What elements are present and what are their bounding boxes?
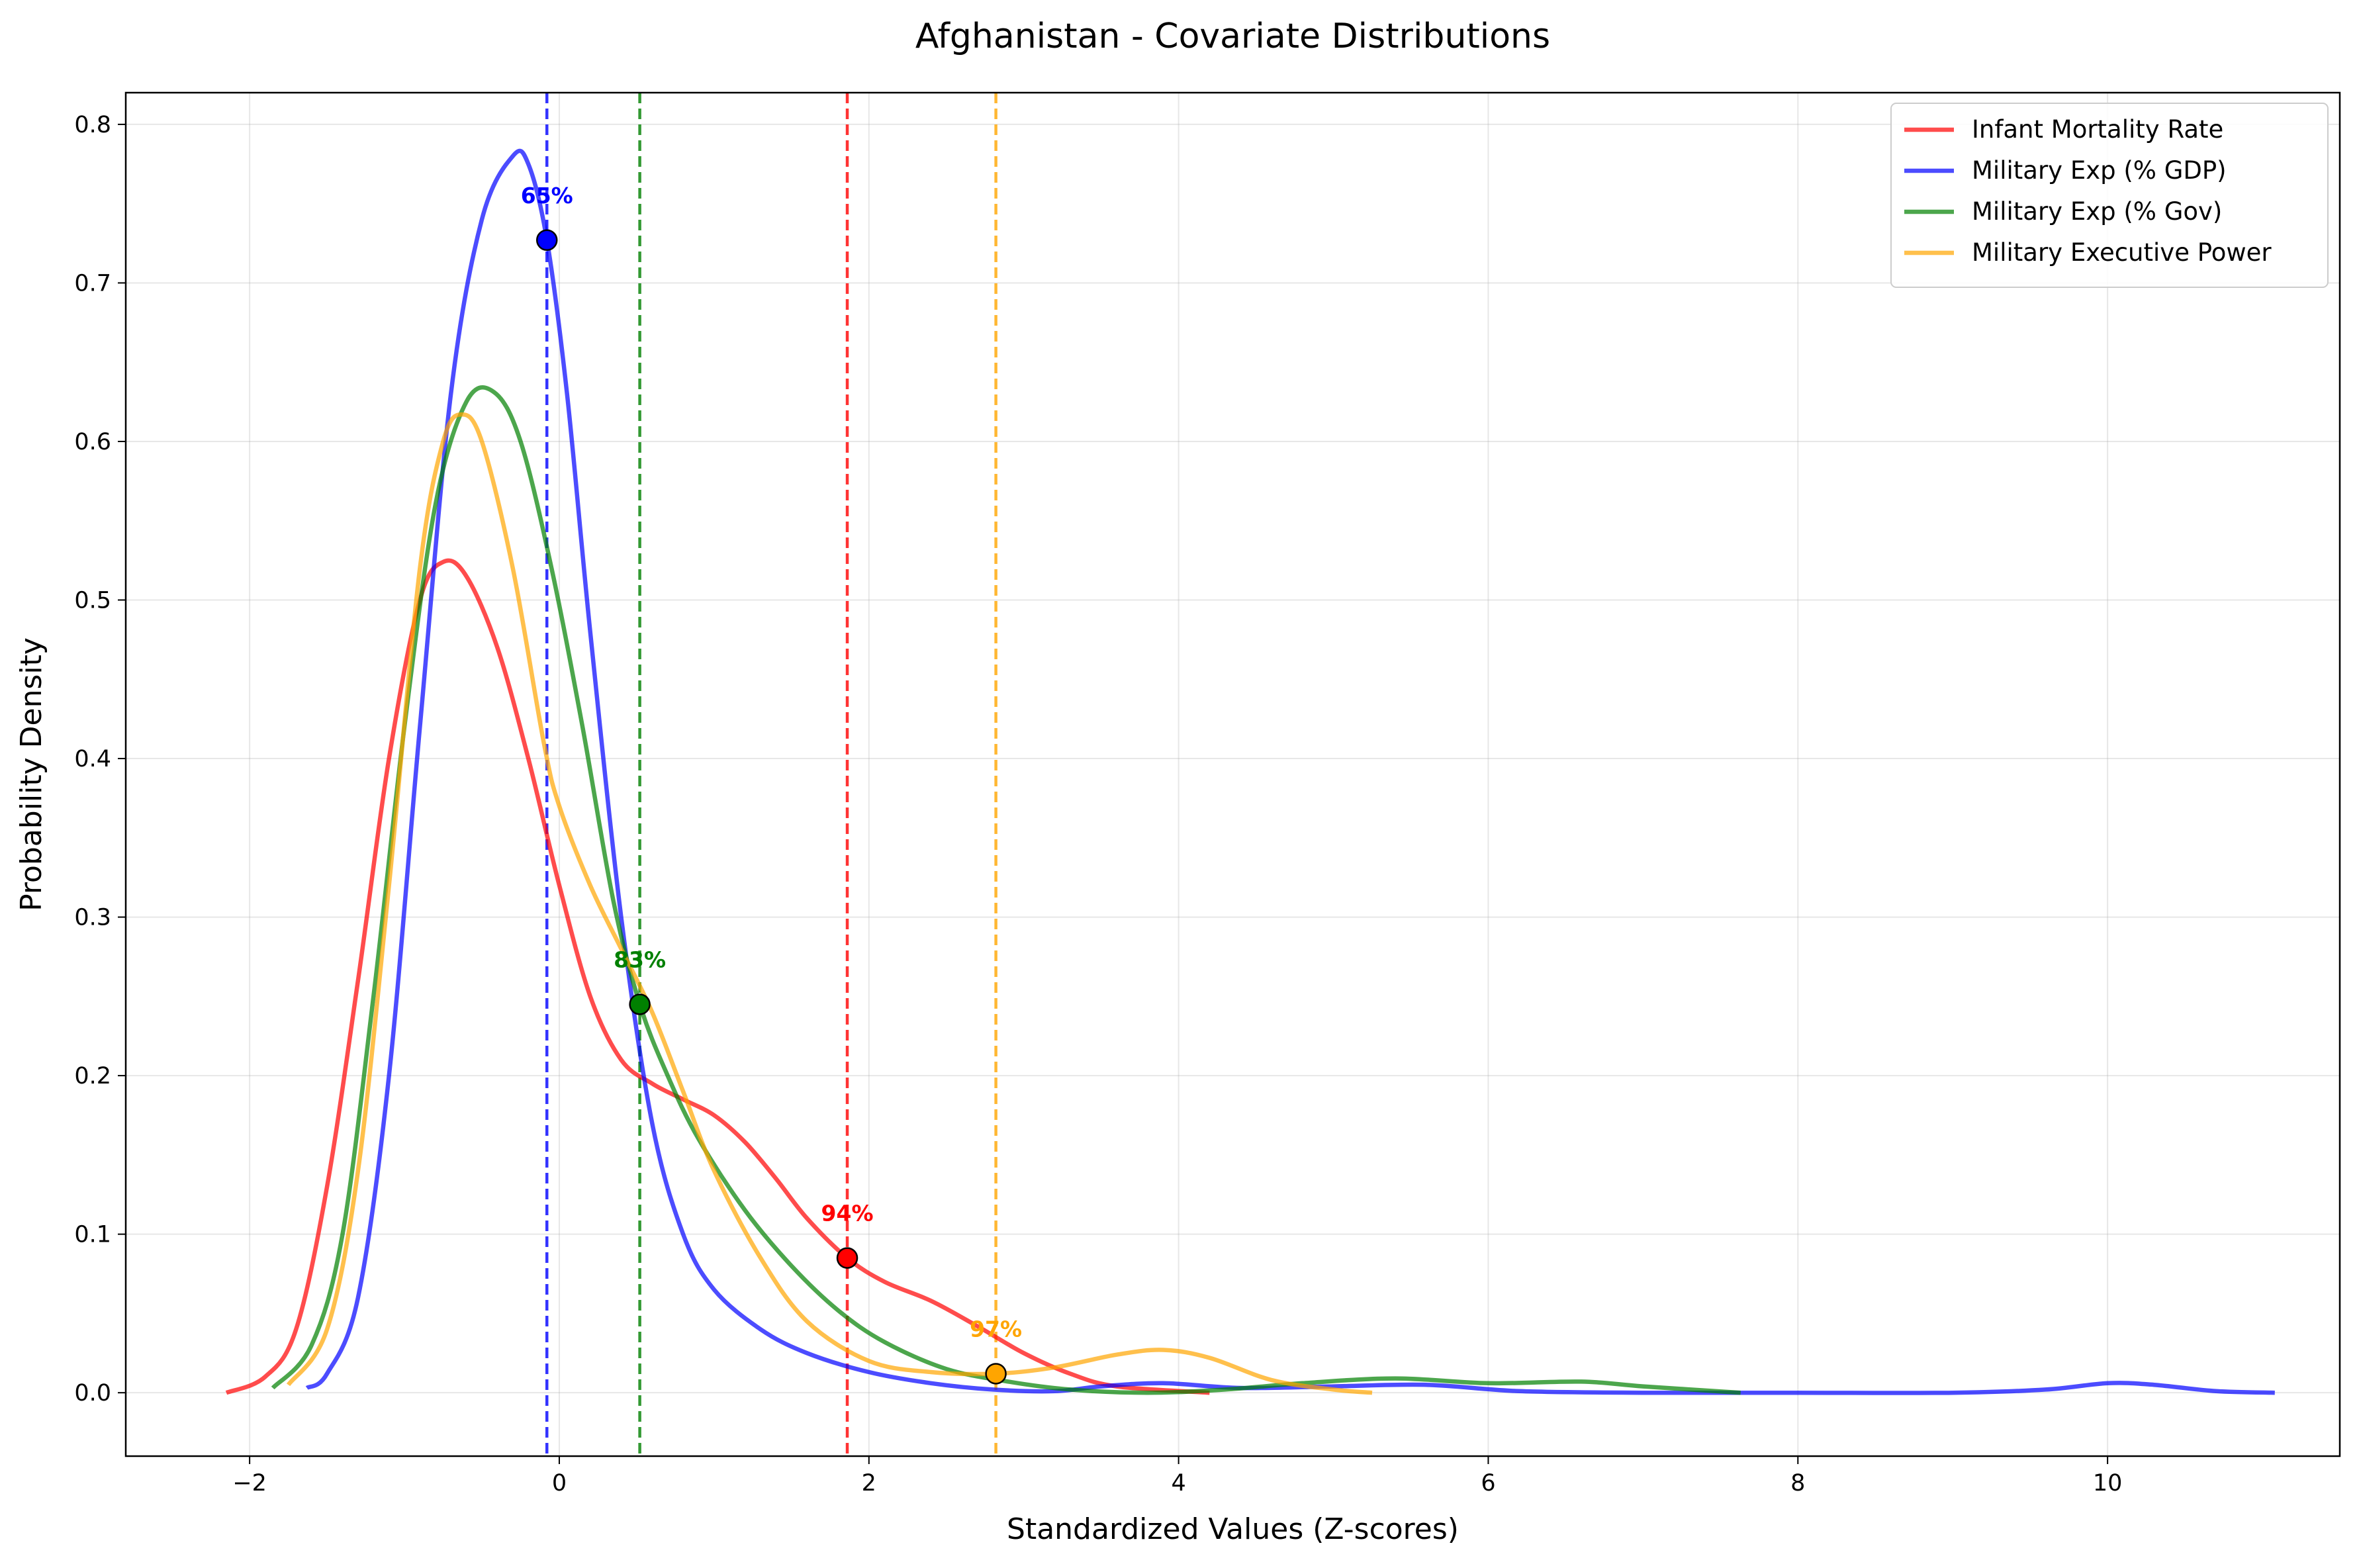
y-tick-label: 0.5 [74, 588, 111, 614]
x-tick-label: 2 [862, 1470, 876, 1497]
y-tick-label: 0.8 [74, 112, 111, 138]
axis-ticks: −2 0 2 4 6 8 10 0.0 0.1 0.2 0.3 0.4 0.5 0.6 0.7 0.8 [74, 112, 2122, 1497]
x-tick-label: 10 [2093, 1470, 2123, 1497]
legend: Infant Mortality Rate Military Exp (% GDP… [1890, 103, 2329, 288]
observation-marker-1 [536, 229, 558, 252]
observation-marker-0 [836, 1247, 858, 1269]
x-tick-label: 6 [1481, 1470, 1495, 1497]
legend-box [1890, 103, 2329, 288]
legend-label-3: Military Executive Power [1972, 238, 2272, 267]
legend-label-1: Military Exp (% GDP) [1972, 156, 2227, 185]
x-tick-label: 4 [1171, 1470, 1185, 1497]
density-curve-0 [225, 558, 1210, 1395]
y-tick-label: 0.3 [74, 905, 111, 931]
observation-markers: 94% 65% 83% 97% [521, 183, 1022, 1385]
percentile-label-2: 83% [614, 946, 666, 972]
density-curve-3 [286, 412, 1373, 1395]
y-axis-label: Probability Density [15, 637, 48, 911]
density-curves [225, 148, 2275, 1395]
legend-label-2: Military Exp (% Gov) [1972, 197, 2222, 226]
observation-marker-3 [985, 1363, 1007, 1385]
y-tick-label: 0.4 [74, 746, 111, 772]
x-tick-label: 0 [552, 1470, 567, 1497]
percentile-label-0: 94% [821, 1201, 874, 1226]
y-tick-label: 0.7 [74, 270, 111, 297]
percentile-label-1: 65% [521, 183, 573, 208]
x-tick-label: 8 [1790, 1470, 1805, 1497]
grid [126, 93, 2340, 1456]
observation-marker-2 [629, 993, 651, 1015]
reference-lines [545, 93, 997, 1456]
legend-label-0: Infant Mortality Rate [1972, 115, 2223, 144]
y-tick-label: 0.0 [74, 1380, 111, 1407]
x-tick-label: −2 [232, 1470, 267, 1497]
x-axis-label: Standardized Values (Z-scores) [1007, 1512, 1459, 1546]
plot-frame [124, 91, 2341, 1457]
y-tick-label: 0.6 [74, 429, 111, 455]
y-tick-label: 0.1 [74, 1222, 111, 1248]
y-tick-label: 0.2 [74, 1063, 111, 1089]
chart-title: Afghanistan - Covariate Distributions [915, 17, 1550, 56]
percentile-label-3: 97% [970, 1316, 1022, 1342]
